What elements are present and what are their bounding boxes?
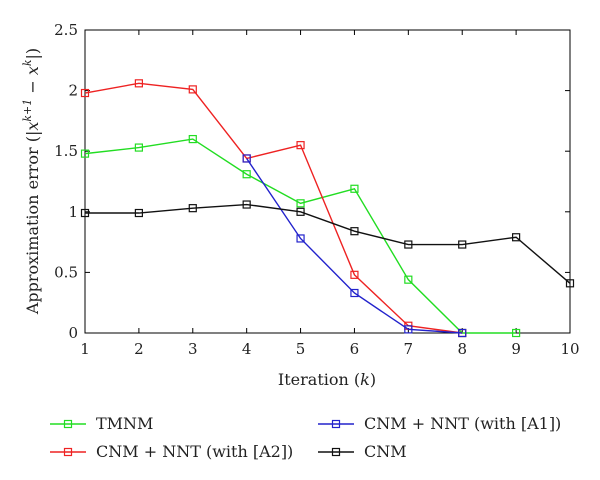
legend-marker [331,447,341,457]
data-point [296,199,305,208]
series-layer [80,79,575,338]
legend-item: CNM [318,442,407,461]
legend-label: CNM [364,442,407,461]
plot-frame [84,29,571,334]
data-point [458,328,467,338]
x-tick-label: 3 [188,340,198,358]
y-tick-label: 0.5 [54,263,78,281]
x-tick-label: 7 [404,340,414,358]
legend: TMNM CNM + NNT (with [A2]) CNM + NNT (with… [50,414,561,461]
y-axis-label: Approximation error (|xk+1 − xk|) [21,48,42,315]
series-2 [242,154,467,338]
data-point [350,184,359,193]
legend-label: CNM + NNT (with [A1]) [364,414,561,433]
data-point [404,240,413,249]
series-line [84,138,517,334]
data-point [80,149,90,158]
data-point [296,207,305,216]
legend-marker [63,447,73,457]
y-tick-label: 1 [68,203,78,221]
legend-marker [331,419,341,429]
x-tick-label: 2 [134,340,144,358]
data-point [296,234,305,243]
data-point [188,85,197,94]
legend-label: CNM + NNT (with [A2]) [96,442,293,461]
axes: 1 2 3 4 5 6 7 8 9 10 0 0.5 1 1.5 2 2.5 [54,21,579,358]
legend-item: TMNM [50,414,153,433]
data-point [512,328,521,338]
legend-item: CNM + NNT (with [A2]) [50,442,293,461]
x-tick-label: 1 [80,340,90,358]
series-3 [80,200,575,288]
y-tick-label: 2.5 [54,21,78,39]
data-point [80,208,90,218]
data-point [134,143,143,152]
data-point [188,204,197,213]
legend-item: CNM + NNT (with [A1]) [318,414,561,433]
data-point [350,288,359,298]
data-point [242,200,251,209]
x-tick-label: 9 [511,340,521,358]
data-point [404,325,413,334]
x-tick-label: 5 [296,340,306,358]
series-0 [80,134,521,338]
data-point [565,279,575,288]
x-tick-label: 8 [457,340,467,358]
legend-label: TMNM [96,414,153,433]
series-line [85,203,571,284]
legend-marker [63,419,73,429]
data-point [350,270,359,279]
data-point [296,141,305,150]
x-axis-label: Iteration (k) [278,370,376,389]
data-point [350,227,359,236]
data-point [80,88,90,98]
data-point [512,233,521,242]
y-tick-label: 2 [68,82,78,100]
series-line [246,158,463,334]
data-point [242,154,251,163]
data-point [404,275,413,284]
y-tick-label: 0 [68,324,78,342]
x-tick-label: 6 [350,340,360,358]
data-point [188,134,197,144]
data-point [134,208,143,218]
data-point [242,170,251,179]
x-tick-label: 10 [560,340,579,358]
data-point [134,79,143,88]
x-tick-label: 4 [242,340,252,358]
y-tick-label: 1.5 [54,142,78,160]
data-point [458,240,467,249]
series-line [84,82,463,334]
